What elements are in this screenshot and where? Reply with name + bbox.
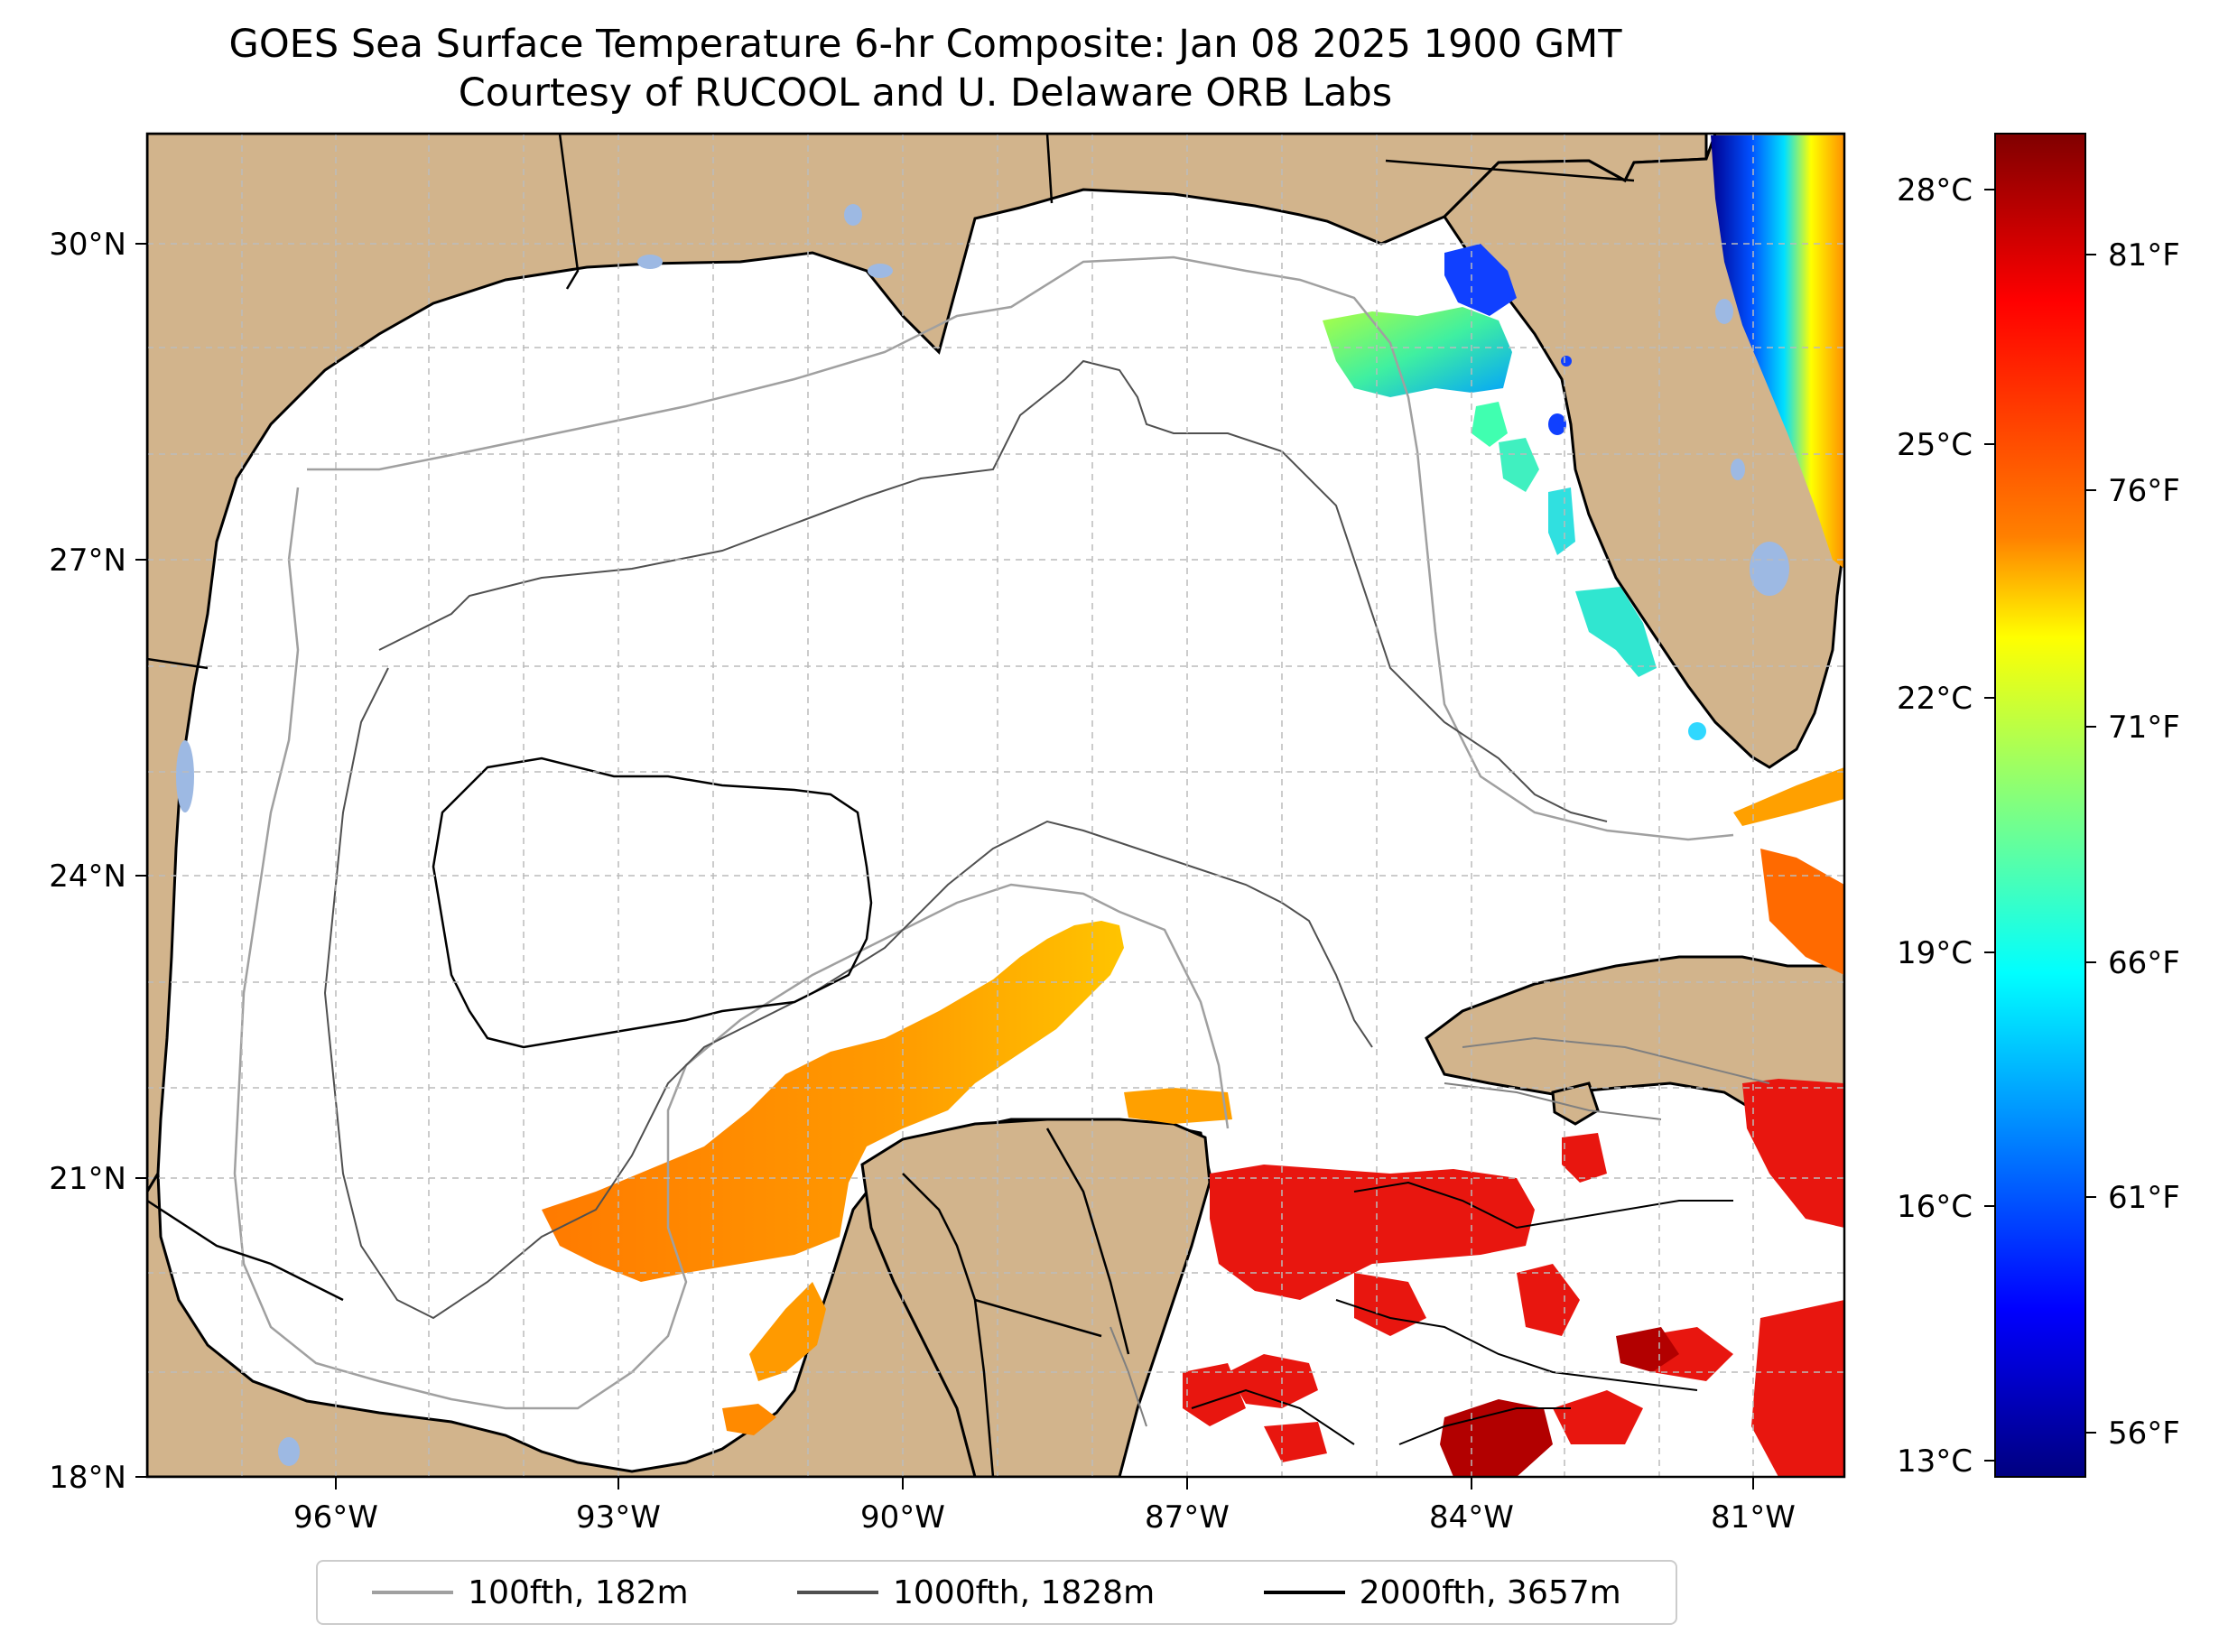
- colorbar: 28°C 25°C 22°C 19°C 16°C 13°C 81°F 76°F …: [1897, 133, 2180, 1480]
- sst-campeche-3: [749, 1282, 826, 1381]
- lat-label-24n: 24°N: [49, 858, 126, 895]
- sst-keys: [1733, 767, 1844, 826]
- lat-label-21n: 21°N: [49, 1161, 126, 1197]
- cb-celsius-22: 22°C: [1897, 681, 1973, 717]
- lat-label-27n: 27°N: [49, 543, 126, 579]
- axis-ticks: [135, 243, 1754, 1490]
- sst-caribbean-south: [1440, 1399, 1553, 1477]
- sst-caribbean-5: [1553, 1390, 1643, 1444]
- sst-caribbean-2: [1228, 1354, 1318, 1408]
- state-borders: [147, 134, 1635, 1477]
- sst-big-bend: [1444, 244, 1517, 316]
- cb-fahrenheit-56: 56°F: [2108, 1415, 2180, 1452]
- legend-line-1000fth: [796, 1591, 878, 1594]
- legend-label-100fth: 100fth, 182m: [468, 1573, 689, 1611]
- lon-label-93w: 93°W: [576, 1499, 661, 1536]
- sst-shelf-2: [1499, 438, 1539, 492]
- legend-item-100fth: 100fth, 182m: [372, 1573, 689, 1611]
- cb-fahrenheit-66: 66°F: [2108, 945, 2180, 981]
- sst-caribbean-8: [1562, 1133, 1607, 1183]
- sst-caribbean-4: [1517, 1264, 1580, 1336]
- sst-shelf-3: [1548, 487, 1575, 555]
- cb-celsius-16: 16°C: [1897, 1189, 1973, 1225]
- cb-celsius-28: 28°C: [1897, 172, 1973, 209]
- map-frame: [145, 132, 1846, 1479]
- cb-fahrenheit-71: 71°F: [2108, 710, 2180, 746]
- land-yucatan: [860, 1118, 1212, 1477]
- contour-2000fth: [432, 756, 873, 1049]
- graticule: [147, 134, 1844, 1477]
- lon-label-81w: 81°W: [1711, 1499, 1796, 1536]
- cb-fahrenheit-61: 61°F: [2108, 1180, 2180, 1216]
- contour-1000fth: [323, 359, 1608, 1320]
- legend-label-2000fth: 2000fth, 3657m: [1359, 1573, 1621, 1611]
- sst-caribbean-7: [1742, 1079, 1844, 1228]
- lon-label-90w: 90°W: [860, 1499, 945, 1536]
- sst-shelf-1: [1472, 402, 1508, 447]
- sst-campeche-2: [1124, 1088, 1232, 1124]
- lon-label-84w: 84°W: [1429, 1499, 1514, 1536]
- lon-label-96w: 96°W: [293, 1499, 378, 1536]
- title-line-2: Courtesy of RUCOOL and U. Delaware ORB L…: [458, 70, 1393, 116]
- cb-celsius-19: 19°C: [1897, 935, 1973, 971]
- legend: 100fth, 182m 1000fth, 1828m 2000fth, 365…: [316, 1560, 1677, 1625]
- sst-northeast-gulf: [1323, 307, 1512, 397]
- map-area: [147, 134, 1844, 1477]
- legend-line-2000fth: [1263, 1591, 1345, 1594]
- sst-caribbean-9: [1751, 1300, 1844, 1477]
- legend-item-1000fth: 1000fth, 1828m: [796, 1573, 1156, 1611]
- legend-label-1000fth: 1000fth, 1828m: [892, 1573, 1156, 1611]
- colorbar-gradient: [1994, 133, 2086, 1478]
- chart-title: GOES Sea Surface Temperature 6-hr Compos…: [0, 20, 1851, 117]
- sst-campeche-bank: [542, 921, 1124, 1282]
- sst-keys-south: [1760, 849, 1844, 975]
- sst-caribbean-south-2: [1616, 1327, 1679, 1372]
- legend-item-2000fth: 2000fth, 3657m: [1263, 1573, 1621, 1611]
- cb-fahrenheit-76: 76°F: [2108, 473, 2180, 509]
- lat-label-30n: 30°N: [49, 227, 126, 263]
- legend-line-100fth: [372, 1591, 454, 1594]
- cb-fahrenheit-81: 81°F: [2108, 237, 2180, 274]
- sst-shelf-4: [1575, 587, 1657, 677]
- sst-campeche-4: [722, 1404, 776, 1435]
- lat-label-18n: 18°N: [49, 1460, 126, 1496]
- cb-celsius-13: 13°C: [1897, 1443, 1973, 1480]
- title-line-1: GOES Sea Surface Temperature 6-hr Compos…: [228, 22, 1622, 67]
- cb-celsius-25: 25°C: [1897, 427, 1973, 463]
- lon-label-87w: 87°W: [1145, 1499, 1230, 1536]
